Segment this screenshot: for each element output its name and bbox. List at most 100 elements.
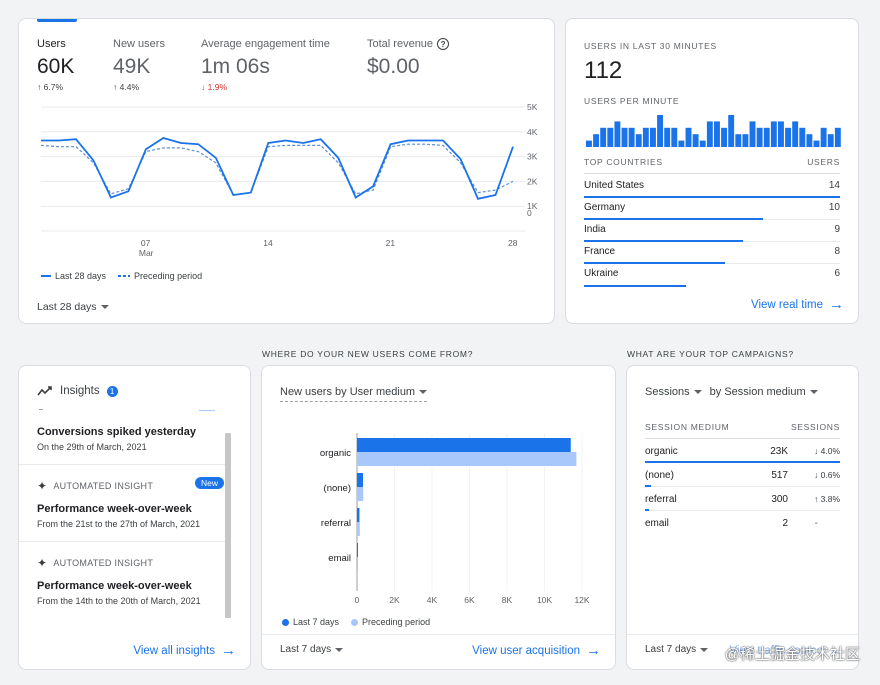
- users-header: USERS: [807, 157, 840, 167]
- category-label: (none): [324, 483, 351, 494]
- x-tick-label: 12K: [574, 595, 589, 605]
- country-row[interactable]: India 9: [584, 220, 840, 242]
- table-row[interactable]: (none) 517 ↓ 0.6%: [645, 463, 840, 487]
- metric-users[interactable]: Users 60K ↑ 6.7%: [37, 38, 74, 92]
- dropdown-label: by Session medium: [709, 386, 806, 398]
- metric-label: Average engagement time: [201, 38, 330, 50]
- minute-bar: [586, 140, 592, 147]
- row-change-value: 3.8%: [820, 494, 840, 504]
- table-row[interactable]: organic 23K ↓ 4.0%: [645, 439, 840, 463]
- sparkle-icon: ✦: [37, 479, 48, 493]
- x-tick-label: 4K: [427, 595, 438, 605]
- row-change-value: 4.0%: [820, 446, 840, 456]
- dropdown-label: New users by User medium: [280, 386, 416, 398]
- date-range-dropdown[interactable]: Last 7 days: [645, 644, 709, 655]
- insights-header: Insights 1: [37, 385, 118, 397]
- metric-value: 1m 06s: [201, 55, 270, 78]
- view-traffic-source-link[interactable]: View traffic source →: [729, 643, 844, 658]
- x-tick-label: 10K: [537, 595, 552, 605]
- legend-dot: [351, 618, 359, 626]
- country-row[interactable]: United States 14: [584, 176, 840, 198]
- insight-subtitle: From the 14th to the 20th of March, 2021: [37, 596, 201, 606]
- view-all-insights-link[interactable]: View all insights →: [133, 643, 236, 658]
- link-label: View real time: [750, 298, 823, 311]
- country-name: France: [584, 246, 616, 257]
- country-name: United States: [584, 180, 645, 191]
- table-row[interactable]: referral 300 ↑ 3.8%: [645, 487, 840, 511]
- help-icon[interactable]: ?: [437, 38, 450, 50]
- insight-item[interactable]: Conversions spiked yesterday On the 29th…: [19, 421, 229, 465]
- country-row[interactable]: France 8: [584, 242, 840, 264]
- table-row[interactable]: email 2 -: [645, 511, 840, 535]
- session-medium-dropdown[interactable]: by Session medium: [710, 386, 818, 398]
- arrow-right-icon: →: [221, 642, 236, 659]
- user-medium-dropdown[interactable]: New users by User medium: [280, 386, 428, 402]
- minute-bar: [728, 115, 735, 147]
- legend-item: Last 28 days: [41, 271, 106, 281]
- arrow-down-icon: ↓: [814, 446, 819, 456]
- metric-change: 6.7%: [43, 82, 63, 92]
- minute-bar: [785, 127, 792, 147]
- metric-engagement-time[interactable]: Average engagement time 1m 06s ↓ 1.9%: [201, 38, 330, 92]
- link-label: View traffic source: [729, 644, 823, 657]
- x-tick-label: 8K: [502, 595, 513, 605]
- dropdown-label: Sessions: [645, 386, 690, 398]
- row-medium: referral: [645, 494, 677, 505]
- bar-last-7-days: [357, 473, 363, 487]
- insight-subtitle: From the 21st to the 27th of March, 2021: [37, 519, 201, 529]
- minute-bar: [756, 127, 763, 147]
- minute-bar: [763, 127, 770, 147]
- row-sessions: 300: [771, 494, 788, 505]
- metric-label: Total revenue: [367, 38, 434, 50]
- country-row[interactable]: Ukraine 6: [584, 264, 840, 287]
- caret-down-icon: [335, 647, 344, 652]
- view-real-time-link[interactable]: View real time →: [751, 297, 844, 312]
- row-sessions: 2: [782, 518, 788, 529]
- x-tick-label: 6K: [464, 595, 475, 605]
- minute-bar: [827, 134, 834, 147]
- link-label: View user acquisition: [472, 644, 580, 657]
- x-tick-label: 2K: [389, 595, 400, 605]
- insight-item[interactable]: ✦ AUTOMATED INSIGHT Performance week-over…: [19, 543, 229, 615]
- minute-bar: [664, 127, 671, 147]
- link-label: View all insights: [133, 644, 215, 657]
- date-range-dropdown[interactable]: Last 7 days: [280, 644, 344, 655]
- row-sessions: 23K: [770, 446, 788, 457]
- minute-bar: [657, 115, 664, 147]
- arrow-up-icon: ↑: [814, 494, 819, 504]
- country-row[interactable]: Germany 10: [584, 198, 840, 220]
- minute-bar: [706, 121, 713, 147]
- users-per-minute-chart: [586, 115, 841, 147]
- category-label: email: [328, 553, 351, 564]
- bar-last-7-days: [357, 543, 358, 557]
- arrow-down-icon: ↓: [201, 82, 206, 92]
- minute-bar: [650, 127, 656, 147]
- row-change: ↓ 4.0%: [814, 446, 840, 456]
- acquisition-card: New users by User medium organic (none) re…: [261, 365, 616, 670]
- dropdown-label: Last 7 days: [645, 644, 697, 655]
- metric-new-users[interactable]: New users 49K ↑ 4.4%: [113, 38, 165, 92]
- caret-down-icon: [809, 390, 818, 394]
- metric-total-revenue[interactable]: Total revenue? $0.00: [367, 38, 450, 79]
- minute-bar: [614, 121, 621, 147]
- insights-card: Insights 1 Conversions spiked yesterday …: [18, 365, 251, 670]
- metric-change: 1.9%: [207, 82, 227, 92]
- date-range-dropdown[interactable]: Last 28 days: [37, 301, 109, 313]
- insights-scrollbar[interactable]: [225, 433, 231, 618]
- country-name: Germany: [584, 202, 626, 213]
- insight-item[interactable]: ✦ AUTOMATED INSIGHT New Performance week-…: [19, 466, 229, 542]
- y-tick-label: 2K: [527, 176, 538, 186]
- metric-value: 60K: [37, 55, 75, 78]
- view-user-acquisition-link[interactable]: View user acquisition →: [472, 643, 601, 658]
- sessions-dropdown[interactable]: Sessions: [645, 386, 702, 398]
- insights-count-badge: 1: [106, 385, 118, 397]
- country-users: 8: [834, 246, 840, 257]
- country-name: India: [584, 224, 606, 235]
- minute-bar: [671, 127, 678, 147]
- x-tick-label: 0: [355, 595, 360, 605]
- row-medium: (none): [645, 470, 674, 481]
- bar-preceding-period: [357, 557, 358, 571]
- minute-bar: [792, 121, 799, 147]
- minute-bar: [678, 140, 685, 147]
- selected-tab-indicator: [37, 19, 77, 22]
